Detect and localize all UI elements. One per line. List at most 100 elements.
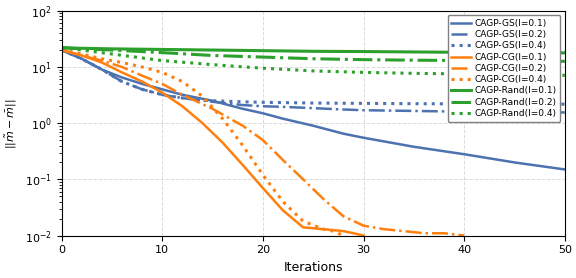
CAGP-GS(l=0.1)	[179, 93, 186, 96]
CAGP-CG(l=0.2)	[119, 65, 126, 69]
CAGP-CG(l=0.1)	[199, 121, 206, 125]
CAGP-GS(l=0.4)	[461, 102, 468, 106]
CAGP-GS(l=0.2)	[461, 110, 468, 113]
CAGP-CG(l=0.4)	[219, 117, 226, 120]
CAGP-Rand(l=0.2)	[58, 46, 65, 49]
CAGP-GS(l=0.4)	[411, 102, 418, 105]
CAGP-Rand(l=0.2)	[78, 47, 85, 51]
CAGP-GS(l=0.4)	[98, 68, 105, 71]
CAGP-CG(l=0.4)	[58, 48, 65, 52]
CAGP-GS(l=0.2)	[209, 100, 216, 103]
CAGP-CG(l=0.4)	[340, 234, 347, 237]
CAGP-Rand(l=0.2)	[259, 55, 266, 59]
Line: CAGP-Rand(l=0.2): CAGP-Rand(l=0.2)	[62, 48, 565, 61]
CAGP-GS(l=0.1)	[310, 124, 317, 127]
CAGP-GS(l=0.2)	[259, 105, 266, 108]
CAGP-GS(l=0.2)	[279, 105, 286, 108]
CAGP-GS(l=0.2)	[562, 111, 569, 114]
CAGP-GS(l=0.1)	[511, 161, 518, 164]
CAGP-Rand(l=0.1)	[511, 51, 518, 54]
CAGP-CG(l=0.2)	[98, 59, 105, 62]
CAGP-Rand(l=0.1)	[310, 50, 317, 53]
CAGP-CG(l=0.4)	[139, 65, 146, 69]
CAGP-Rand(l=0.1)	[108, 47, 115, 51]
Line: CAGP-Rand(l=0.4): CAGP-Rand(l=0.4)	[62, 48, 565, 75]
CAGP-CG(l=0.2)	[179, 93, 186, 96]
CAGP-CG(l=0.2)	[400, 229, 407, 233]
Line: CAGP-GS(l=0.2): CAGP-GS(l=0.2)	[62, 50, 565, 113]
CAGP-Rand(l=0.1)	[58, 46, 65, 49]
CAGP-CG(l=0.2)	[360, 224, 367, 227]
CAGP-CG(l=0.2)	[139, 74, 146, 77]
CAGP-Rand(l=0.1)	[461, 51, 468, 54]
CAGP-GS(l=0.1)	[562, 168, 569, 171]
CAGP-CG(l=0.1)	[179, 105, 186, 108]
CAGP-CG(l=0.2)	[209, 107, 216, 110]
CAGP-Rand(l=0.4)	[360, 71, 367, 74]
CAGP-GS(l=0.1)	[209, 99, 216, 103]
CAGP-Rand(l=0.4)	[58, 46, 65, 49]
CAGP-CG(l=0.2)	[320, 197, 327, 200]
CAGP-Rand(l=0.2)	[108, 48, 115, 52]
CAGP-Rand(l=0.4)	[209, 63, 216, 66]
CAGP-Rand(l=0.4)	[562, 74, 569, 77]
CAGP-GS(l=0.4)	[360, 102, 367, 105]
CAGP-Rand(l=0.4)	[511, 73, 518, 76]
CAGP-CG(l=0.1)	[119, 71, 126, 74]
CAGP-CG(l=0.4)	[179, 80, 186, 83]
CAGP-CG(l=0.1)	[259, 186, 266, 190]
CAGP-CG(l=0.1)	[98, 61, 105, 64]
CAGP-CG(l=0.1)	[340, 229, 347, 233]
CAGP-CG(l=0.1)	[360, 234, 367, 237]
CAGP-GS(l=0.1)	[411, 145, 418, 148]
CAGP-CG(l=0.2)	[340, 215, 347, 218]
CAGP-GS(l=0.2)	[511, 110, 518, 114]
CAGP-GS(l=0.2)	[78, 57, 85, 60]
CAGP-Rand(l=0.2)	[411, 59, 418, 62]
CAGP-GS(l=0.1)	[159, 88, 166, 91]
CAGP-Rand(l=0.2)	[209, 54, 216, 57]
CAGP-CG(l=0.1)	[219, 141, 226, 144]
CAGP-GS(l=0.4)	[58, 48, 65, 52]
CAGP-Rand(l=0.4)	[259, 66, 266, 70]
CAGP-Rand(l=0.1)	[259, 49, 266, 52]
CAGP-Rand(l=0.2)	[562, 60, 569, 63]
CAGP-Rand(l=0.1)	[411, 50, 418, 54]
CAGP-CG(l=0.4)	[119, 61, 126, 64]
CAGP-GS(l=0.4)	[239, 100, 246, 103]
CAGP-CG(l=0.4)	[78, 52, 85, 56]
CAGP-GS(l=0.2)	[310, 106, 317, 110]
CAGP-GS(l=0.2)	[98, 68, 105, 71]
CAGP-GS(l=0.1)	[360, 136, 367, 140]
CAGP-CG(l=0.2)	[461, 234, 468, 237]
Legend: CAGP-GS(l=0.1), CAGP-GS(l=0.2), CAGP-GS(l=0.4), CAGP-CG(l=0.1), CAGP-CG(l=0.2), : CAGP-GS(l=0.1), CAGP-GS(l=0.2), CAGP-GS(…	[448, 15, 560, 121]
CAGP-GS(l=0.1)	[98, 68, 105, 71]
CAGP-GS(l=0.4)	[259, 101, 266, 104]
CAGP-CG(l=0.4)	[330, 229, 337, 233]
CAGP-CG(l=0.2)	[380, 227, 387, 231]
CAGP-CG(l=0.4)	[279, 200, 286, 203]
CAGP-CG(l=0.2)	[420, 232, 427, 235]
CAGP-CG(l=0.4)	[320, 227, 327, 231]
CAGP-Rand(l=0.2)	[461, 59, 468, 62]
CAGP-GS(l=0.4)	[279, 101, 286, 104]
CAGP-CG(l=0.2)	[159, 82, 166, 86]
CAGP-GS(l=0.1)	[58, 48, 65, 52]
CAGP-CG(l=0.4)	[159, 71, 166, 74]
CAGP-GS(l=0.1)	[340, 132, 347, 135]
Line: CAGP-GS(l=0.4): CAGP-GS(l=0.4)	[62, 50, 565, 104]
CAGP-GS(l=0.4)	[310, 101, 317, 105]
CAGP-CG(l=0.1)	[58, 48, 65, 52]
CAGP-CG(l=0.1)	[239, 163, 246, 167]
CAGP-CG(l=0.1)	[350, 232, 357, 235]
CAGP-Rand(l=0.4)	[159, 59, 166, 62]
CAGP-GS(l=0.2)	[119, 80, 126, 83]
CAGP-CG(l=0.2)	[279, 158, 286, 162]
CAGP-GS(l=0.2)	[411, 109, 418, 113]
CAGP-CG(l=0.1)	[78, 54, 85, 57]
CAGP-CG(l=0.1)	[300, 226, 306, 229]
CAGP-GS(l=0.2)	[58, 48, 65, 52]
CAGP-GS(l=0.4)	[179, 96, 186, 100]
Line: CAGP-GS(l=0.1): CAGP-GS(l=0.1)	[62, 50, 565, 170]
CAGP-CG(l=0.4)	[239, 144, 246, 147]
